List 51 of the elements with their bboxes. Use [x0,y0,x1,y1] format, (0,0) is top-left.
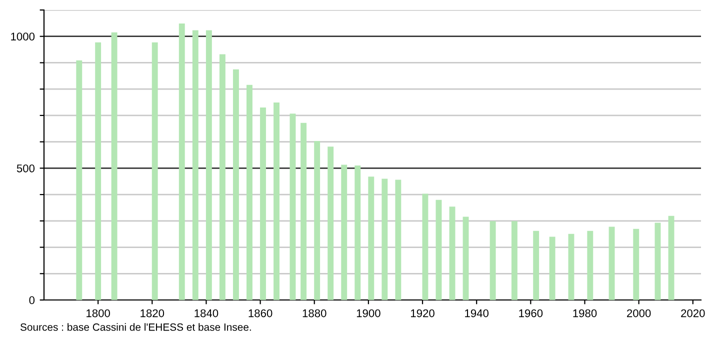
bar [76,60,82,300]
bar [382,178,388,300]
bar [314,141,320,300]
bar [260,108,266,300]
y-tick-label: 0 [29,296,35,304]
bar [533,230,540,300]
bar [219,54,226,300]
bar [549,236,556,300]
bar [95,42,102,300]
bar [490,221,496,300]
bar [462,216,469,300]
bar [608,226,615,300]
bar [511,221,518,300]
bar [300,122,307,300]
bar [449,206,456,300]
bar [654,222,661,300]
y-tick-label: 500 [16,164,35,172]
bar [436,200,442,300]
bar [354,166,361,300]
bar [568,234,574,300]
bar [111,32,118,300]
x-tick-label: 1840 [194,309,218,318]
y-tick-label: 1000 [11,32,35,40]
x-tick-label: 1920 [411,309,434,318]
source-note: Sources : base Cassini de l'EHESS et base Insee. [20,323,251,331]
bar [206,30,212,300]
x-tick-label: 1800 [86,309,110,318]
bar [633,228,640,300]
bar [232,69,239,300]
x-tick-label: 1820 [140,309,164,318]
x-tick-label: 1880 [302,309,326,318]
bar [328,146,334,300]
x-tick-label: 1860 [248,309,272,318]
bar [192,30,198,300]
bar [668,216,674,300]
bar [246,84,252,300]
bar [274,102,280,300]
bar [587,230,594,300]
x-tick-label: 1960 [519,309,543,318]
bar [422,194,428,300]
bar [178,23,185,300]
x-tick-label: 1980 [573,309,597,318]
bar [152,42,158,300]
x-tick-label: 1900 [356,309,380,318]
bar [368,176,374,300]
x-tick-label: 2020 [681,309,705,318]
bar [290,114,296,300]
x-tick-label: 2000 [627,309,651,318]
bar [341,164,348,300]
x-tick-label: 1940 [465,309,489,318]
bar [395,180,402,300]
